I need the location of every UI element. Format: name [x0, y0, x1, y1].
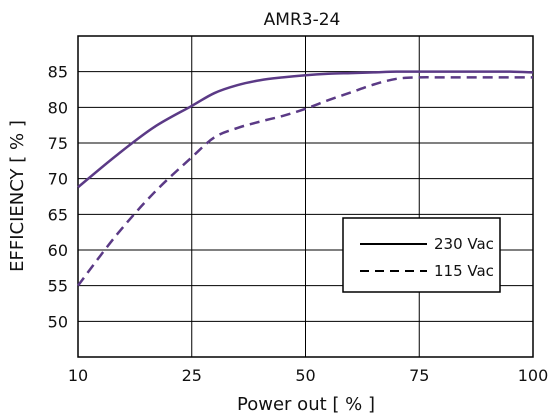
grid: [77, 36, 534, 357]
x-axis-label: Power out [ % ]: [237, 394, 375, 415]
y-tick-label: 75: [48, 134, 68, 153]
legend-label-115: 115 Vac: [434, 262, 494, 280]
y-tick-label: 85: [48, 63, 68, 82]
y-tick-label: 50: [48, 312, 68, 331]
x-tick-label: 25: [182, 366, 202, 385]
series-230vac-line: [77, 70, 534, 189]
legend-box: [342, 217, 501, 293]
chart-title: AMR3-24: [264, 10, 341, 30]
series-layer: [77, 70, 534, 287]
plot-frame: [77, 35, 534, 358]
y-tick-label: 60: [48, 241, 68, 260]
legend: 230 Vac 115 Vac: [342, 217, 501, 293]
tick-layer: 10 25 50 75 100 50 55 60 65 70 75 80 85: [48, 63, 549, 385]
y-axis-label: EFFICIENCY [ % ]: [7, 120, 28, 272]
y-tick-label: 70: [48, 170, 68, 189]
x-tick-label: 10: [68, 366, 88, 385]
series-115vac-line: [77, 76, 533, 287]
y-tick-label: 65: [48, 205, 68, 224]
y-tick-label: 80: [48, 98, 68, 117]
legend-label-230: 230 Vac: [434, 235, 494, 253]
x-tick-label: 50: [295, 366, 315, 385]
x-tick-label: 100: [518, 366, 549, 385]
y-tick-label: 55: [48, 277, 68, 296]
x-tick-label: 75: [409, 366, 429, 385]
